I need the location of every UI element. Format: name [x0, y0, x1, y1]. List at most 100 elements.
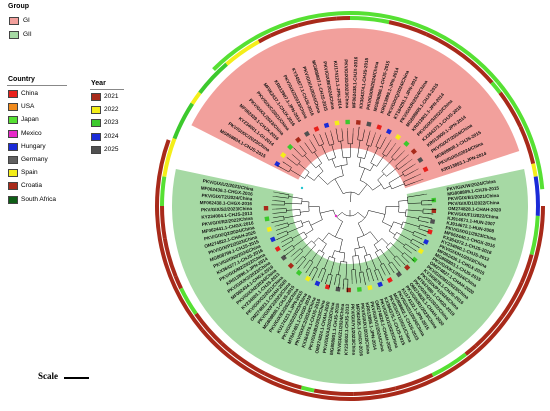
tree-branch	[366, 132, 371, 146]
tree-branch	[301, 201, 310, 203]
tree-branch	[388, 230, 396, 236]
metadata-marker	[367, 284, 373, 291]
tree-branch	[284, 202, 302, 205]
tree-branch	[389, 139, 392, 143]
tree-branch	[331, 133, 335, 145]
tree-branch	[383, 263, 391, 275]
tree-branch	[357, 223, 365, 236]
tree-branch	[304, 142, 313, 154]
tree-branch	[283, 214, 301, 219]
tree-branch	[412, 234, 423, 240]
tree-branch	[292, 231, 305, 239]
year-ring-segment	[498, 91, 523, 128]
tree-branch	[328, 157, 336, 161]
tree-branch	[318, 165, 324, 172]
metadata-marker	[303, 130, 311, 137]
year-ring-segment	[230, 350, 266, 376]
year-ring-segment	[474, 315, 504, 348]
tree-branch	[413, 168, 419, 172]
tree-branch	[325, 280, 327, 285]
gii-leaf-label: MF062435.1-CHGX-2016	[355, 304, 364, 357]
tree-branch	[364, 255, 369, 270]
legend-group-gi-label: GI	[23, 17, 30, 24]
year-ring-segment	[160, 206, 167, 239]
legend-country-item-swatch	[8, 116, 18, 125]
gi-leaf-label: KX364374.1-CHJS-2015	[358, 57, 369, 109]
tree-branch	[345, 262, 348, 280]
tree-branch	[409, 256, 415, 262]
legend-country-item-label: Hungary	[21, 142, 46, 150]
tree-branch	[366, 269, 370, 280]
tree-branch	[352, 256, 354, 270]
tree-branch	[335, 221, 343, 237]
tree-branch	[286, 157, 298, 166]
tree-branch	[358, 184, 368, 196]
tree-branch	[372, 184, 382, 191]
gii-clade-background	[172, 168, 528, 384]
metadata-marker	[410, 148, 417, 155]
tree-branch	[335, 128, 339, 142]
tree-branch	[405, 215, 419, 219]
metadata-marker	[394, 134, 402, 141]
tree-branch	[384, 136, 387, 140]
legend-year-rule	[90, 89, 124, 90]
tree-branch	[352, 255, 359, 257]
tree-branch	[293, 251, 303, 261]
tree-branch	[339, 239, 343, 253]
tree-branch	[389, 273, 391, 275]
tree-branch	[292, 248, 301, 256]
tree-branch	[306, 175, 315, 181]
metadata-marker	[417, 156, 424, 164]
metadata-marker	[264, 216, 270, 222]
tree-branch	[381, 277, 384, 282]
tree-branch	[311, 240, 316, 246]
gii-leaf-label: KJ914671.1-HUN-2007	[447, 216, 496, 227]
year-ring-segment	[263, 371, 302, 390]
tree-branch	[284, 253, 289, 257]
tree-branch	[369, 231, 379, 242]
legend-country-item-swatch	[8, 156, 18, 164]
tree-branch	[338, 261, 341, 275]
tree-branch	[405, 209, 407, 217]
metadata-marker	[403, 140, 410, 147]
gii-leaf-label: MF062438.1-CHGX-2016	[200, 200, 253, 206]
legend-year-item-swatch	[91, 93, 101, 101]
tree-branch	[357, 126, 360, 140]
tree-branch	[292, 154, 301, 162]
metadata-marker	[334, 120, 340, 126]
tree-branch	[301, 220, 309, 224]
tree-branch	[394, 152, 403, 161]
tree-branch	[388, 261, 392, 265]
tree-branch	[342, 212, 358, 217]
year-ring-segment	[529, 215, 540, 256]
tree-branch	[293, 236, 308, 248]
tree-branch	[418, 242, 425, 246]
year-ring-segment	[225, 39, 260, 66]
gii-leaf-label: PKV/GIX/T2/2024/China	[201, 193, 252, 202]
node-highlight-marker	[300, 186, 304, 190]
tree-branch	[313, 134, 315, 137]
year-ring-segment	[336, 16, 350, 21]
legend-country-item-swatch	[8, 195, 18, 204]
tree-branch	[402, 150, 405, 154]
year-ring-segment	[198, 62, 228, 95]
legend-year-item-swatch	[91, 106, 101, 115]
tree-branch	[391, 147, 401, 158]
tree-branch	[288, 220, 302, 225]
legend-year-item-label: 2023	[104, 119, 119, 127]
tree-branch	[309, 139, 312, 142]
tree-branch	[359, 168, 366, 181]
tree-branch	[406, 158, 413, 164]
tree-branch	[357, 139, 363, 141]
tree-branch	[321, 278, 323, 282]
tree-branch	[290, 255, 293, 257]
tree-branch	[276, 230, 287, 235]
tree-center-area	[294, 150, 406, 262]
tree-branch	[291, 153, 293, 155]
metadata-marker	[314, 280, 321, 287]
tree-branch	[420, 238, 423, 240]
tree-branch	[304, 244, 316, 258]
tree-branch	[427, 213, 434, 215]
gii-leaf-label: KY234004.1-CHJS-2013	[201, 211, 253, 220]
tree-branch	[277, 222, 288, 226]
